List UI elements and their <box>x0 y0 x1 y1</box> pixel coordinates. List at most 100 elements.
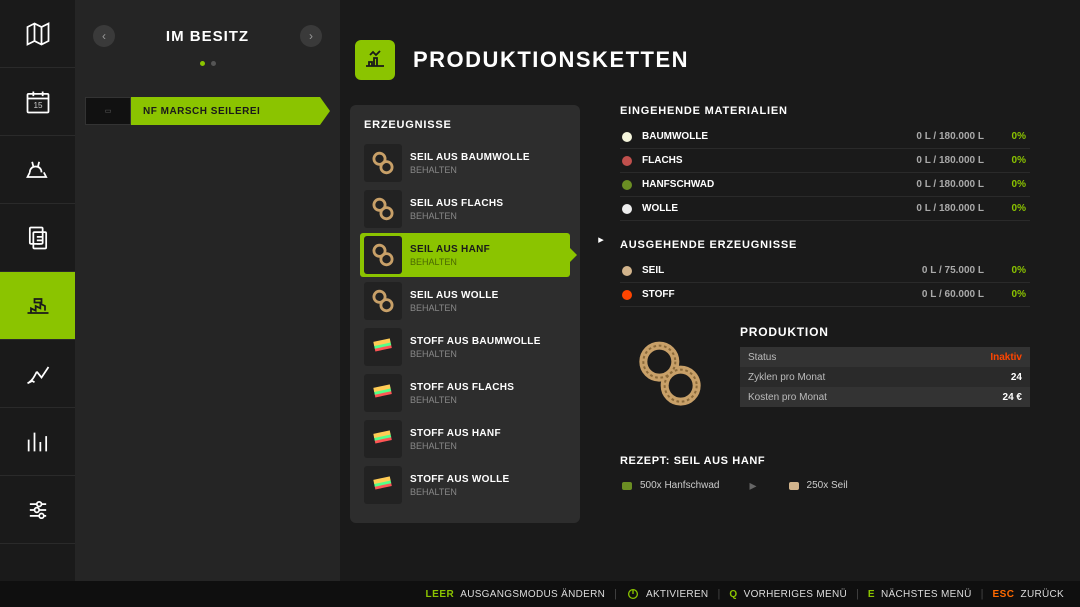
owned-title: IM BESITZ <box>166 28 249 45</box>
main-area: PRODUKTIONSKETTEN ERZEUGNISSE SEIL AUS B… <box>340 0 1080 607</box>
footer-hint[interactable]: LEER AUSGANGSMODUS ÄNDERN <box>420 589 612 600</box>
rope-icon <box>364 236 402 274</box>
footer-key: LEER <box>426 589 455 600</box>
outgoing-row: SEIL0 L / 75.000 L 0% <box>620 259 1030 283</box>
fabric-icon <box>364 466 402 504</box>
production-icon <box>24 292 52 320</box>
products-panel: ERZEUGNISSE SEIL AUS BAUMWOLLEBEHALTENSE… <box>350 105 580 523</box>
stat-val: 24 € <box>1003 392 1022 403</box>
product-row[interactable]: STOFF AUS BAUMWOLLE BEHALTEN <box>360 325 570 369</box>
footer-hint[interactable]: AKTIVIEREN <box>620 587 714 601</box>
product-row[interactable]: SEIL AUS HANF BEHALTEN <box>360 233 570 277</box>
incoming-row: FLACHS0 L / 180.000 L 0% <box>620 149 1030 173</box>
footer-hint[interactable]: Q VORHERIGES MENÜ <box>723 589 853 600</box>
product-name: STOFF AUS FLACHS <box>410 382 570 393</box>
svg-text:15: 15 <box>33 100 43 109</box>
material-amount: 0 L / 180.000 L <box>916 155 984 166</box>
material-amount: 0 L / 75.000 L <box>922 265 984 276</box>
recipe-input-icon <box>620 479 634 493</box>
facility-row[interactable]: ▭ NF MARSCH SEILEREI <box>85 93 330 129</box>
product-name: SEIL AUS BAUMWOLLE <box>410 152 570 163</box>
production-stat-row: StatusInaktiv <box>740 347 1030 367</box>
footer-key: E <box>868 589 875 600</box>
product-name: SEIL AUS FLACHS <box>410 198 570 209</box>
product-row[interactable]: SEIL AUS FLACHSBEHALTEN <box>360 187 570 231</box>
outgoing-row: STOFF0 L / 60.000 L0% <box>620 283 1030 307</box>
sidebar-item-production[interactable] <box>0 272 75 340</box>
activate-icon <box>626 587 640 601</box>
rope-icon <box>364 144 402 182</box>
material-name: FLACHS <box>642 155 916 166</box>
stat-key: Zyklen pro Monat <box>748 372 825 383</box>
production-chain-icon <box>355 40 395 80</box>
footer-label: AUSGANGSMODUS ÄNDERN <box>460 589 605 600</box>
footer-key: Q <box>729 589 737 600</box>
production-stat-row: Zyklen pro Monat24 <box>740 367 1030 387</box>
stat-key: Kosten pro Monat <box>748 392 827 403</box>
footer-separator: | <box>981 588 984 600</box>
product-row[interactable]: SEIL AUS BAUMWOLLE BEHALTEN <box>360 141 570 185</box>
material-name: HANFSCHWAD <box>642 179 916 190</box>
recipe-output-text: 250x Seil <box>807 480 848 491</box>
sidebar-item-map[interactable] <box>0 0 75 68</box>
owned-prev-button[interactable]: ‹ <box>93 25 115 47</box>
animals-icon <box>24 156 52 184</box>
products-title: ERZEUGNISSE <box>360 119 570 131</box>
sidebar-item-settings[interactable] <box>0 476 75 544</box>
footer-label: AKTIVIEREN <box>646 589 708 600</box>
sidebar-item-animals[interactable] <box>0 136 75 204</box>
product-sub: BEHALTEN <box>410 395 570 405</box>
recipe-arrow-icon: ▸ <box>750 477 757 494</box>
recipe-output-icon <box>787 479 801 493</box>
product-sub: BEHALTEN <box>410 257 570 267</box>
sidebar-item-contracts[interactable] <box>0 204 75 272</box>
footer-hint[interactable]: E NÄCHSTES MENÜ <box>862 589 978 600</box>
material-icon <box>620 202 634 216</box>
material-pct: 0% <box>1002 155 1026 166</box>
product-row[interactable]: SEIL AUS WOLLEBEHALTEN <box>360 279 570 323</box>
sidebar-item-calendar[interactable]: 15 <box>0 68 75 136</box>
product-row[interactable]: STOFF AUS HANFBEHALTEN <box>360 417 570 461</box>
material-amount: 0 L / 180.000 L <box>916 179 984 190</box>
statistics-icon <box>24 428 52 456</box>
material-amount: 0 L / 60.000 L <box>922 289 984 300</box>
product-sub: BEHALTEN <box>410 441 570 451</box>
material-pct: 0% <box>1002 131 1026 142</box>
fabric-icon <box>364 420 402 458</box>
settings-icon <box>24 496 52 524</box>
owned-next-button[interactable]: › <box>300 25 322 47</box>
production-stat-row: Kosten pro Monat 24 € <box>740 387 1030 407</box>
rope-icon <box>364 282 402 320</box>
footer-key: ESC <box>992 589 1014 600</box>
pager-dots <box>75 53 340 71</box>
fabric-icon <box>364 328 402 366</box>
material-name: SEIL <box>642 265 922 276</box>
product-sub: BEHALTEN <box>410 165 570 175</box>
sidebar-item-statistics[interactable] <box>0 408 75 476</box>
product-name: SEIL AUS HANF <box>410 244 570 255</box>
material-pct: 0% <box>1002 203 1026 214</box>
footer-separator: | <box>717 588 720 600</box>
finance-icon <box>24 360 52 388</box>
footer-label: VORHERIGES MENÜ <box>744 589 847 600</box>
product-row[interactable]: STOFF AUS FLACHS BEHALTEN <box>360 371 570 415</box>
product-row[interactable]: STOFF AUS WOLLEBEHALTEN <box>360 463 570 507</box>
recipe-input-text: 500x Hanfschwad <box>640 480 720 491</box>
rope-icon <box>364 190 402 228</box>
product-name: STOFF AUS WOLLE <box>410 474 570 485</box>
owned-panel: ‹ IM BESITZ › ▭ NF MARSCH SEILEREI <box>75 0 340 607</box>
material-icon <box>620 178 634 192</box>
incoming-row: HANFSCHWAD0 L / 180.000 L0% <box>620 173 1030 197</box>
footer-separator: | <box>614 588 617 600</box>
products-next-arrow[interactable]: ▸ <box>592 230 610 248</box>
sidebar-item-finance[interactable] <box>0 340 75 408</box>
material-pct: 0% <box>1002 265 1026 276</box>
footer-hint[interactable]: ESCZURÜCK <box>986 589 1070 600</box>
material-amount: 0 L / 180.000 L <box>916 203 984 214</box>
material-icon <box>620 264 634 278</box>
footer-label: NÄCHSTES MENÜ <box>881 589 972 600</box>
calendar-icon: 15 <box>24 88 52 116</box>
product-sub: BEHALTEN <box>410 349 570 359</box>
footer-separator: | <box>856 588 859 600</box>
product-name: STOFF AUS BAUMWOLLE <box>410 336 570 347</box>
